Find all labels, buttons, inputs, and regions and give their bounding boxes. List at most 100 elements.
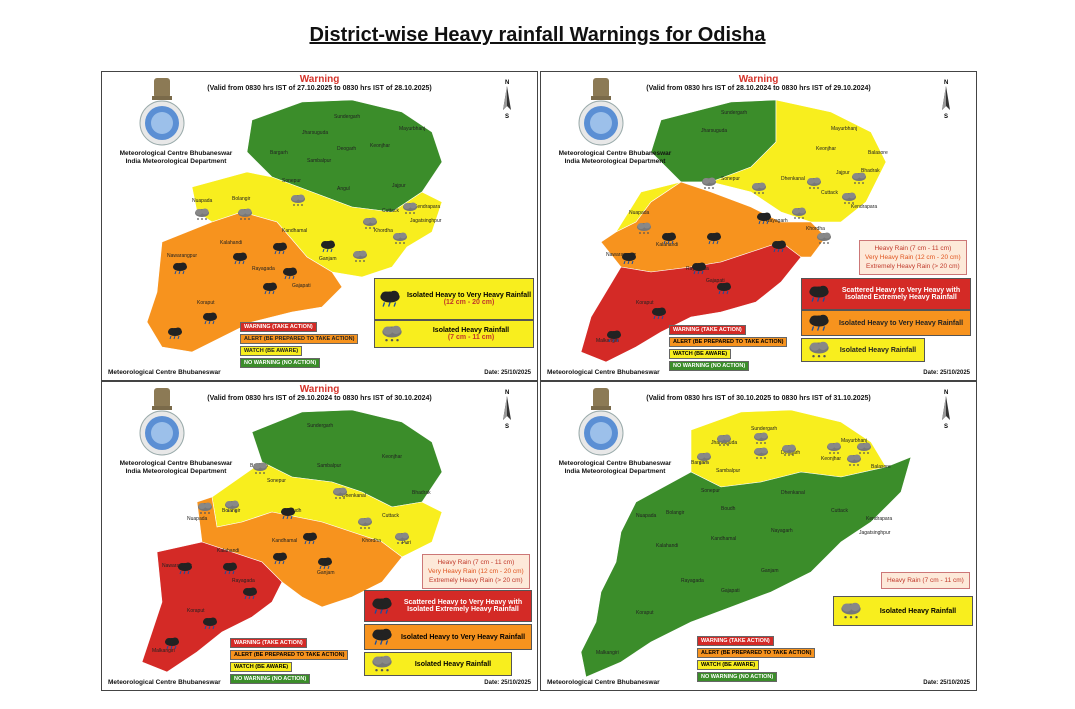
label-ganjam: Ganjam	[319, 256, 337, 262]
label-jagatsinghpur: Jagatsinghpur	[410, 218, 442, 224]
svg-text:Jharsuguda: Jharsuguda	[701, 128, 727, 134]
svg-text:Kalahandi: Kalahandi	[656, 242, 678, 248]
legend-item2-title: Isolated Heavy Rainfall	[432, 327, 510, 334]
svg-text:Sambalpur: Sambalpur	[317, 463, 342, 469]
svg-text:Balasore: Balasore	[868, 150, 888, 156]
svg-text:Rayagada: Rayagada	[232, 578, 255, 584]
label-jharsuguda: Jharsuguda	[302, 130, 328, 136]
key-alert: ALERT (BE PREPARED TO TAKE ACTION)	[240, 334, 359, 344]
label-sundergarh: Sundergarh	[334, 114, 360, 120]
svg-text:Jagatsinghpur: Jagatsinghpur	[859, 530, 891, 536]
heavy-rain-cloud-icon	[808, 285, 830, 303]
rain-scale: Heavy Rain (7 cm - 11 cm) Very Heavy Rai…	[422, 554, 530, 589]
svg-text:Sambalpur: Sambalpur	[716, 468, 741, 474]
label-kalahandi: Kalahandi	[220, 240, 242, 246]
warning-panel-day4: Sundergarh Jharsuguda Deogarh Mayurbhanj…	[540, 381, 977, 691]
svg-text:Koraput: Koraput	[187, 608, 205, 614]
org-line1: Meteorological Centre Bhubaneswar	[119, 150, 233, 157]
legend-item1-range: (12 cm - 20 cm)	[443, 299, 495, 306]
svg-text:Kendrapara: Kendrapara	[851, 204, 877, 210]
svg-text:Rayagada: Rayagada	[681, 578, 704, 584]
warning-panel-day3: Sundergarh Bargarh Sambalpur Keonjhar So…	[101, 381, 538, 691]
svg-text:Khordha: Khordha	[806, 226, 825, 232]
svg-text:Nayagarh: Nayagarh	[771, 528, 793, 534]
key-warning: WARNING (TAKE ACTION)	[669, 325, 746, 335]
warning-panel-day2: Sundergarh Jharsuguda Mayurbhanj Keonjha…	[540, 71, 977, 381]
legend-yellow: Isolated Heavy Rainfall	[801, 338, 925, 362]
svg-text:Kalahandi: Kalahandi	[217, 548, 239, 554]
svg-text:Jajpur: Jajpur	[836, 170, 850, 176]
svg-text:N: N	[944, 390, 948, 396]
org-name: Meteorological Centre Bhubaneswar India …	[558, 150, 672, 165]
legend-orange: Isolated Heavy to Very Heavy Rainfall	[801, 310, 971, 336]
svg-text:Cuttack: Cuttack	[821, 190, 838, 196]
validity-text: (Valid from 0830 hrs IST of 27.10.2025 t…	[207, 85, 432, 92]
label-nuapada: Nuapada	[192, 198, 213, 204]
legend-heavy-very-heavy: Isolated Heavy to Very Heavy Rainfall (1…	[374, 278, 534, 320]
legend-orange: Isolated Heavy to Very Heavy Rainfall	[364, 624, 532, 650]
odisha-map-day2: Sundergarh Jharsuguda Mayurbhanj Keonjha…	[578, 77, 950, 363]
label-nabarangpur: Nawarangpur	[167, 253, 197, 259]
svg-text:Bhadrak: Bhadrak	[412, 490, 431, 496]
svg-text:Kalahandi: Kalahandi	[656, 543, 678, 549]
legend-item2-range: (7 cm - 11 cm)	[447, 334, 495, 341]
svg-text:N: N	[944, 80, 948, 86]
svg-text:Kandhamal: Kandhamal	[272, 538, 297, 544]
svg-text:Dhenkanal: Dhenkanal	[342, 493, 366, 499]
label-deogarh: Deogarh	[337, 146, 356, 152]
svg-text:Nawarangpur: Nawarangpur	[606, 252, 636, 258]
panel-title: Warning	[299, 74, 340, 85]
south-label: S	[505, 114, 509, 120]
legend-heavy: Isolated Heavy Rainfall (7 cm - 11 cm)	[374, 320, 534, 348]
org-line2: India Meteorological Department	[125, 158, 227, 165]
svg-text:Mayurbhanj: Mayurbhanj	[831, 126, 857, 132]
key-no-warning: NO WARNING (NO ACTION)	[240, 358, 321, 368]
scale-extremely-heavy: Extremely Heavy Rain (> 20 cm)	[865, 263, 960, 270]
north-label: N	[505, 80, 509, 86]
svg-text:Cuttack: Cuttack	[831, 508, 848, 514]
heavy-rain-cloud-icon	[808, 314, 830, 332]
label-keonjhar: Keonjhar	[370, 143, 390, 149]
svg-text:Bolangir: Bolangir	[666, 510, 685, 516]
svg-text:Nuapada: Nuapada	[187, 516, 208, 522]
rain-scale: Heavy Rain (7 cm - 11 cm)	[881, 572, 970, 589]
label-cuttack: Cuttack	[382, 208, 399, 214]
svg-text:S: S	[505, 424, 509, 430]
svg-text:N: N	[505, 390, 509, 396]
label-bargarh: Bargarh	[270, 150, 288, 156]
label-angul: Angul	[337, 186, 350, 192]
legend-yellow: Isolated Heavy Rainfall	[364, 652, 512, 676]
legend-red: Scattered Heavy to Very Heavy with Isola…	[801, 278, 971, 310]
legend-yellow: Isolated Heavy Rainfall	[833, 596, 973, 626]
svg-text:Ganjam: Ganjam	[317, 570, 335, 576]
svg-text:Bhadrak: Bhadrak	[861, 168, 880, 174]
warning-panel-day1: Sundergarh Jharsuguda Deogarh Mayurbhanj…	[101, 71, 538, 381]
label-koraput: Koraput	[197, 300, 215, 306]
svg-text:S: S	[944, 114, 948, 120]
key-watch: WATCH (BE AWARE)	[240, 346, 303, 356]
scale-heavy: Heavy Rain (7 cm - 11 cm)	[874, 245, 952, 252]
label-bolangir: Bolangir	[232, 196, 251, 202]
rain-cloud-icon	[809, 341, 829, 358]
label-jajpur: Jajpur	[392, 183, 406, 189]
label-rayagada: Rayagada	[252, 266, 275, 272]
svg-text:Sonepur: Sonepur	[721, 176, 740, 182]
svg-text:Malkangiri: Malkangiri	[152, 648, 175, 654]
legend-red: Scattered Heavy to Very Heavy with Isola…	[364, 590, 532, 622]
validity-text: (Valid from 0830 hrs IST of 28.10.2024 t…	[646, 85, 871, 92]
key-warning: WARNING (TAKE ACTION)	[240, 322, 317, 332]
org-name: Meteorological Centre Bhubaneswar India …	[106, 150, 246, 166]
svg-text:Gajapati: Gajapati	[721, 588, 740, 594]
svg-text:Balasore: Balasore	[871, 464, 891, 470]
legend-item1-title: Isolated Heavy to Very Heavy Rainfall	[406, 292, 532, 299]
svg-text:Keonjhar: Keonjhar	[816, 146, 836, 152]
svg-text:S: S	[944, 424, 948, 430]
svg-text:Nuapada: Nuapada	[636, 513, 657, 519]
svg-text:Mayurbhanj: Mayurbhanj	[841, 438, 867, 444]
svg-text:Malkangiri: Malkangiri	[596, 338, 619, 344]
odisha-map-day1: Sundergarh Jharsuguda Deogarh Mayurbhanj…	[139, 77, 511, 353]
org-name: Meteorological Centre Bhubaneswar India …	[558, 460, 672, 475]
svg-text:Keonjhar: Keonjhar	[821, 456, 841, 462]
label-mayurbhanj: Mayurbhanj	[399, 126, 425, 132]
svg-text:Dhenkanal: Dhenkanal	[781, 490, 805, 496]
